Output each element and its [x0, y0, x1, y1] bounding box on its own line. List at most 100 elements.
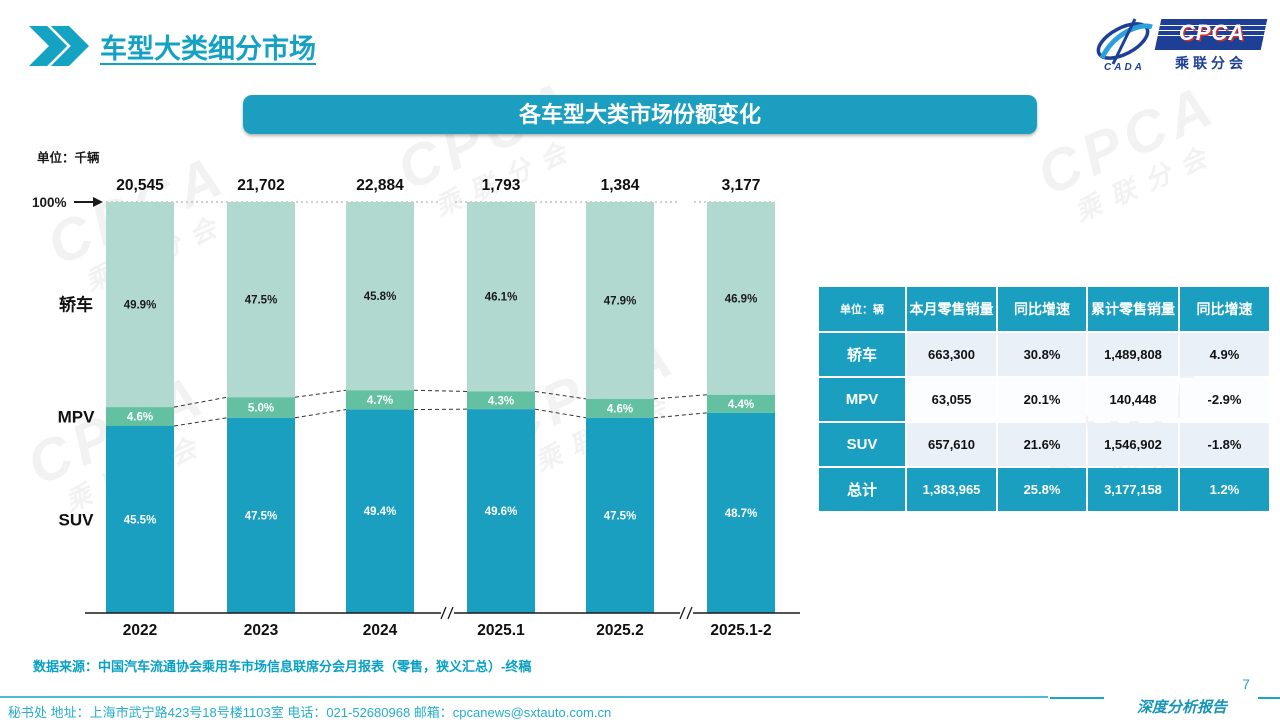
bar-segment-轿车 — [346, 202, 414, 391]
bar-segment-轿车 — [707, 202, 775, 395]
chart-unit-label: 单位：千辆 — [37, 150, 100, 165]
trend-connector-dashed-line — [653, 394, 708, 400]
table-cell: -1.8% — [1180, 423, 1269, 466]
double-chevron-icon — [29, 26, 89, 66]
segment-value-label: 4.3% — [488, 395, 514, 407]
segment-value-label: 49.4% — [364, 506, 397, 518]
market-share-chart-svg: 单位：千辆 100% 49.9% 4.6% 45.5% 20,545 2022 47.5% 5.… — [32, 150, 800, 639]
trend-connector-dashed-line — [173, 396, 228, 408]
bar-segment-MPV — [467, 391, 535, 410]
segment-value-label: 47.5% — [245, 510, 278, 522]
axis-break-mark — [440, 606, 447, 620]
bar-segment-SUV — [467, 409, 535, 613]
report-label-dash-right — [1258, 697, 1280, 699]
segment-value-label: 4.6% — [607, 403, 633, 415]
table-header: 单位：辆 本月零售销量 同比增速 累计零售销量 同比增速 — [819, 287, 1269, 331]
trend-connector-dashed-line — [534, 408, 587, 419]
cpca-logo-text: CPCA — [1178, 20, 1246, 45]
x-axis-label: 2025.1 — [477, 622, 525, 639]
segment-value-label: 4.4% — [728, 399, 754, 411]
bar-segment-MPV — [586, 398, 654, 418]
table-header-row: 单位：辆 本月零售销量 同比增速 累计零售销量 同比增速 — [819, 287, 1269, 331]
footer-divider — [0, 696, 1048, 698]
x-axis-label: 2023 — [244, 622, 279, 639]
trend-connector-dashed-line — [173, 417, 228, 427]
bar-segment-轿车 — [586, 202, 654, 399]
axis-break-mark — [447, 606, 454, 620]
bar-total-label: 22,884 — [356, 177, 404, 194]
bar-total-label: 21,702 — [237, 177, 284, 194]
page-title: 车型大类细分市场 — [100, 33, 316, 64]
chart-title-banner: 各车型大类市场份额变化 — [243, 95, 1037, 134]
table-header-cell: 累计零售销量 — [1088, 287, 1178, 331]
x-axis-label: 2025.2 — [596, 622, 643, 639]
table-cell: 657,610 — [907, 423, 996, 466]
segment-value-label: 5.0% — [248, 403, 274, 415]
table-cell: 30.8% — [998, 333, 1086, 376]
trend-connector-dashed-line — [294, 409, 347, 419]
axis-break-mark — [686, 606, 693, 620]
bar-segment-MPV — [707, 394, 775, 413]
hundred-percent-arrow-head — [93, 197, 103, 207]
row-label: 轿车 — [819, 333, 905, 376]
cpca-logo-subtitle: 乘联分会 — [1175, 55, 1247, 71]
segment-value-label: 46.9% — [725, 293, 758, 305]
table-cell: 20.1% — [998, 378, 1086, 421]
table-cell: 63,055 — [907, 378, 996, 421]
bar-segment-轿车 — [227, 202, 295, 398]
retail-sales-table: 单位：辆 本月零售销量 同比增速 累计零售销量 同比增速 轿车 663,300 30.8% 1… — [817, 285, 1271, 513]
row-label: MPV — [819, 378, 905, 421]
table-cell: 21.6% — [998, 423, 1086, 466]
segment-value-label: 46.1% — [485, 292, 518, 304]
table-cell: 4.9% — [1180, 333, 1269, 376]
page-number: 7 — [1242, 676, 1250, 692]
table-row-SUV: SUV 657,610 21.6% 1,546,902 -1.8% — [819, 423, 1269, 466]
axis-break-mark — [679, 606, 686, 620]
segment-value-label: 45.8% — [364, 291, 397, 303]
table-cell: 3,177,158 — [1088, 468, 1178, 511]
series-label-轿车: 轿车 — [59, 295, 93, 315]
market-share-chart: 单位：千辆 100% 49.9% 4.6% 45.5% 20,545 2022 47.5% 5.… — [30, 145, 820, 650]
x-axis-label: 2024 — [363, 622, 398, 639]
table-header-cell: 单位：辆 — [819, 287, 905, 331]
bar-segment-SUV — [227, 417, 295, 613]
table-cell: 1,546,902 — [1088, 423, 1178, 466]
segment-value-label: 47.5% — [245, 295, 278, 307]
bar-segment-MPV — [227, 397, 295, 418]
table-cell: 25.8% — [998, 468, 1086, 511]
bar-segment-轿车 — [467, 202, 535, 392]
trend-connector-dashed-line — [653, 412, 708, 419]
table-header-cell: 同比增速 — [998, 287, 1086, 331]
segment-value-label: 47.5% — [604, 510, 637, 522]
table-header-cell: 本月零售销量 — [907, 287, 996, 331]
bar-total-label: 3,177 — [722, 177, 761, 194]
bar-segment-SUV — [707, 412, 775, 613]
bar-total-label: 20,545 — [116, 177, 164, 194]
table-cell: 140,448 — [1088, 378, 1178, 421]
bar-total-label: 1,384 — [601, 177, 640, 194]
bar-segment-轿车 — [106, 202, 174, 408]
report-label-dash-left — [1050, 697, 1104, 699]
bar-segment-MPV — [106, 407, 174, 426]
cada-text: CADA — [1104, 62, 1145, 72]
x-axis-label: 2022 — [123, 622, 157, 639]
segment-value-label: 48.7% — [725, 508, 758, 520]
table-body: 轿车 663,300 30.8% 1,489,808 4.9% MPV 63,055 20.1… — [819, 333, 1269, 511]
data-source-note: 数据来源：中国汽车流通协会乘用车市场信息联席分会月报表（零售，狭义汇总）-终稿 — [33, 659, 532, 674]
footer-contact-text: 秘书处 地址：上海市武宁路423号18号楼1103室 电话：021-526809… — [8, 705, 612, 720]
title-row: 车型大类细分市场 — [28, 26, 316, 66]
table-row-总计: 总计 1,383,965 25.8% 3,177,158 1.2% — [819, 468, 1269, 511]
segment-value-label: 4.7% — [367, 395, 393, 407]
trend-connector-dashed-line — [413, 389, 468, 392]
series-label-MPV: MPV — [58, 408, 96, 427]
bar-segment-SUV — [106, 425, 174, 613]
table-cell: -2.9% — [1180, 378, 1269, 421]
row-label: SUV — [819, 423, 905, 466]
watermark-text: CPCA — [1027, 72, 1227, 209]
watermark-text: 乘联分会 — [1070, 137, 1222, 228]
segment-value-label: 45.5% — [124, 514, 157, 526]
cpca-logo: CADA CPCA 乘联分会 — [1092, 14, 1272, 73]
report-label: 深度分析报告 — [1136, 700, 1227, 716]
